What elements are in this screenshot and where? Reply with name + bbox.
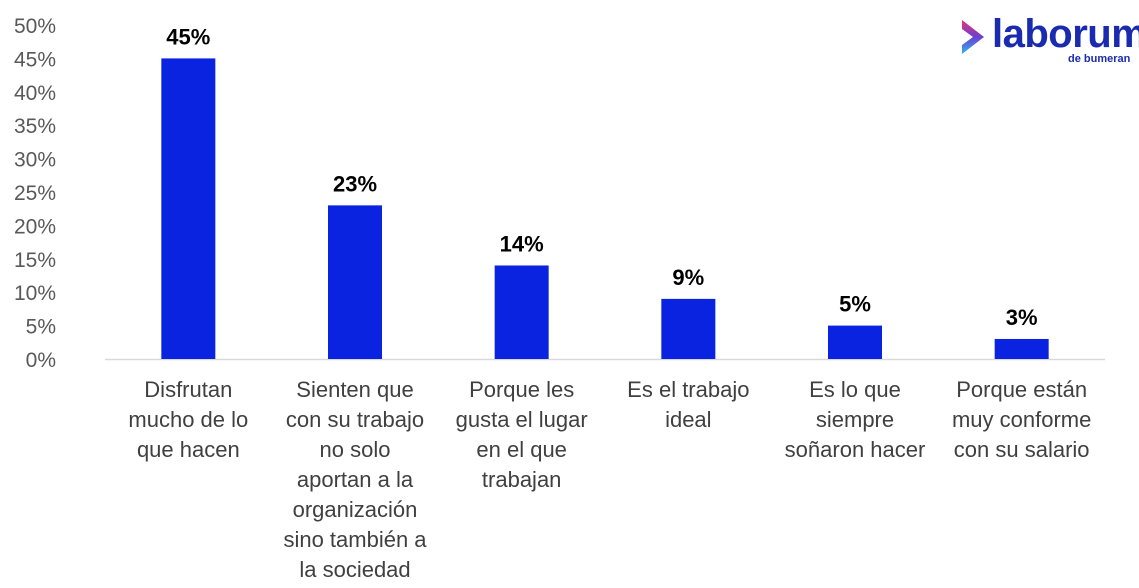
category-label-line: mucho de lo (128, 407, 248, 432)
category-label-line: gusta el lugar (456, 407, 588, 432)
laborum-chevron-icon (962, 20, 984, 54)
y-tick-label: 40% (14, 82, 56, 105)
data-label: 3% (1006, 305, 1038, 330)
category-label-line: sino también a (283, 527, 427, 552)
y-tick-label: 45% (14, 48, 56, 71)
y-tick-label: 25% (14, 182, 56, 205)
logo-wordmark: laborum (992, 12, 1139, 56)
category-label-line: aportan a la (297, 467, 414, 492)
y-tick-label: 0% (26, 349, 56, 372)
category-label-line: trabajan (482, 467, 562, 492)
category-label-line: siempre (816, 407, 894, 432)
y-tick-label: 20% (14, 215, 56, 238)
bar (328, 205, 382, 359)
category-label: Porque están muy conforme con su salario (952, 377, 1091, 462)
category-label: Sienten que con su trabajo no solo aportan … (283, 377, 427, 582)
category-label-line: la sociedad (299, 557, 410, 582)
y-tick-label: 30% (14, 149, 56, 172)
data-label: 14% (500, 231, 544, 256)
data-label: 23% (333, 171, 377, 196)
logo-tagline: de bumeran (1068, 53, 1131, 65)
data-label: 45% (166, 24, 210, 49)
category-label-line: con su trabajo (286, 407, 424, 432)
y-tick-label: 50% (14, 15, 56, 38)
category-label-line: muy conforme (952, 407, 1091, 432)
y-tick-label: 15% (14, 249, 56, 272)
category-label-line: Sienten que (296, 377, 413, 402)
y-tick-label: 10% (14, 282, 56, 305)
bar (161, 58, 216, 360)
bar (994, 338, 1049, 359)
category-label: Disfrutan mucho de lo que hacen (128, 377, 248, 462)
laborum-logo: laborum de bumeran (958, 12, 1139, 68)
category-label-line: organización (293, 497, 418, 522)
bar (828, 325, 882, 359)
category-label-line: no solo (320, 437, 391, 462)
y-tick-label: 5% (26, 316, 56, 339)
data-label: 5% (839, 292, 871, 317)
data-label: 9% (672, 265, 704, 290)
category-label-line: Porque están (956, 377, 1087, 402)
category-label: Porque les gusta el lugar en el que trabaja… (456, 377, 588, 492)
category-label-line: Es lo que (809, 377, 901, 402)
bar (661, 298, 716, 359)
bar (494, 265, 549, 359)
category-label-line: en el que (476, 437, 567, 462)
category-label: Es el trabajo ideal (627, 377, 749, 432)
category-label: Es lo que siempre soñaron hacer (785, 377, 926, 462)
category-label-line: ideal (665, 407, 711, 432)
category-label-line: que hacen (137, 437, 240, 462)
category-label-line: con su salario (954, 437, 1090, 462)
category-label-line: Porque les (469, 377, 574, 402)
category-label-line: Es el trabajo (627, 377, 749, 402)
category-label-line: Disfrutan (144, 377, 232, 402)
category-label-line: soñaron hacer (785, 437, 926, 462)
y-tick-label: 35% (14, 115, 56, 138)
